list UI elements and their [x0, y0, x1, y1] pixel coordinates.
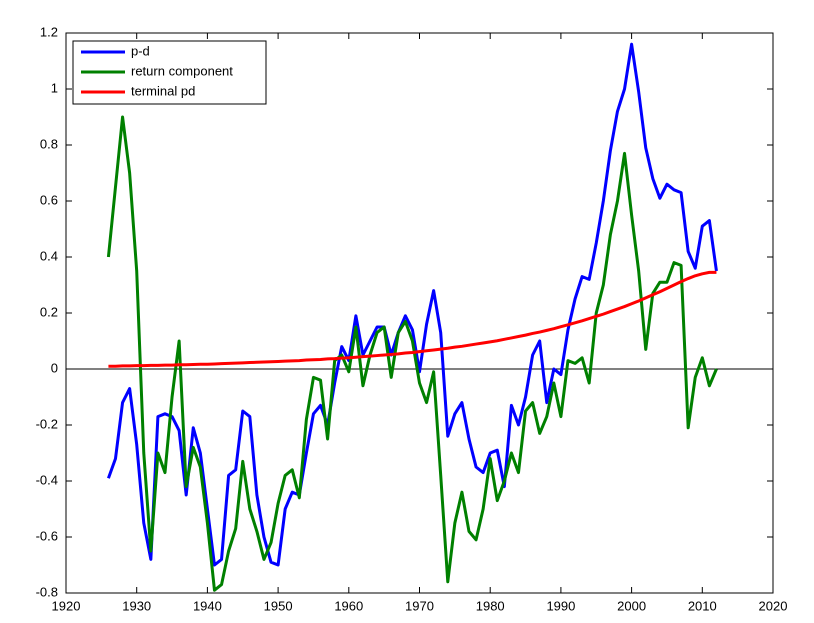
y-tick-label: 1 [51, 80, 58, 95]
x-tick-label: 1960 [334, 598, 363, 613]
legend-label: terminal pd [131, 83, 195, 98]
y-tick-label: 0.8 [40, 136, 58, 151]
x-tick-label: 1950 [264, 598, 293, 613]
y-tick-label: -0.2 [36, 416, 58, 431]
y-tick-label: -0.4 [36, 472, 58, 487]
y-tick-label: 0 [51, 360, 58, 375]
x-tick-label: 1940 [193, 598, 222, 613]
y-tick-label: 0.2 [40, 304, 58, 319]
series-line [106, 115, 718, 592]
x-tick-label: 1930 [122, 598, 151, 613]
x-tick-label: 1990 [546, 598, 575, 613]
y-tick-label: 0.6 [40, 192, 58, 207]
x-tick-label: 2020 [759, 598, 788, 613]
y-tick-label: -0.6 [36, 528, 58, 543]
x-tick-label: 1980 [476, 598, 505, 613]
legend-label: p-d [131, 43, 150, 58]
x-tick-label: 2010 [688, 598, 717, 613]
x-tick-label: 1970 [405, 598, 434, 613]
y-tick-label: -0.8 [36, 584, 58, 599]
x-tick-label: 1920 [52, 598, 81, 613]
series-line [108, 270, 717, 368]
x-tick-label: 2000 [617, 598, 646, 613]
y-tick-label: 1.2 [40, 24, 58, 39]
legend-label: return component [131, 63, 233, 78]
plot-area [65, 32, 774, 594]
series-line [107, 42, 718, 567]
y-tick-label: 0.4 [40, 248, 58, 263]
